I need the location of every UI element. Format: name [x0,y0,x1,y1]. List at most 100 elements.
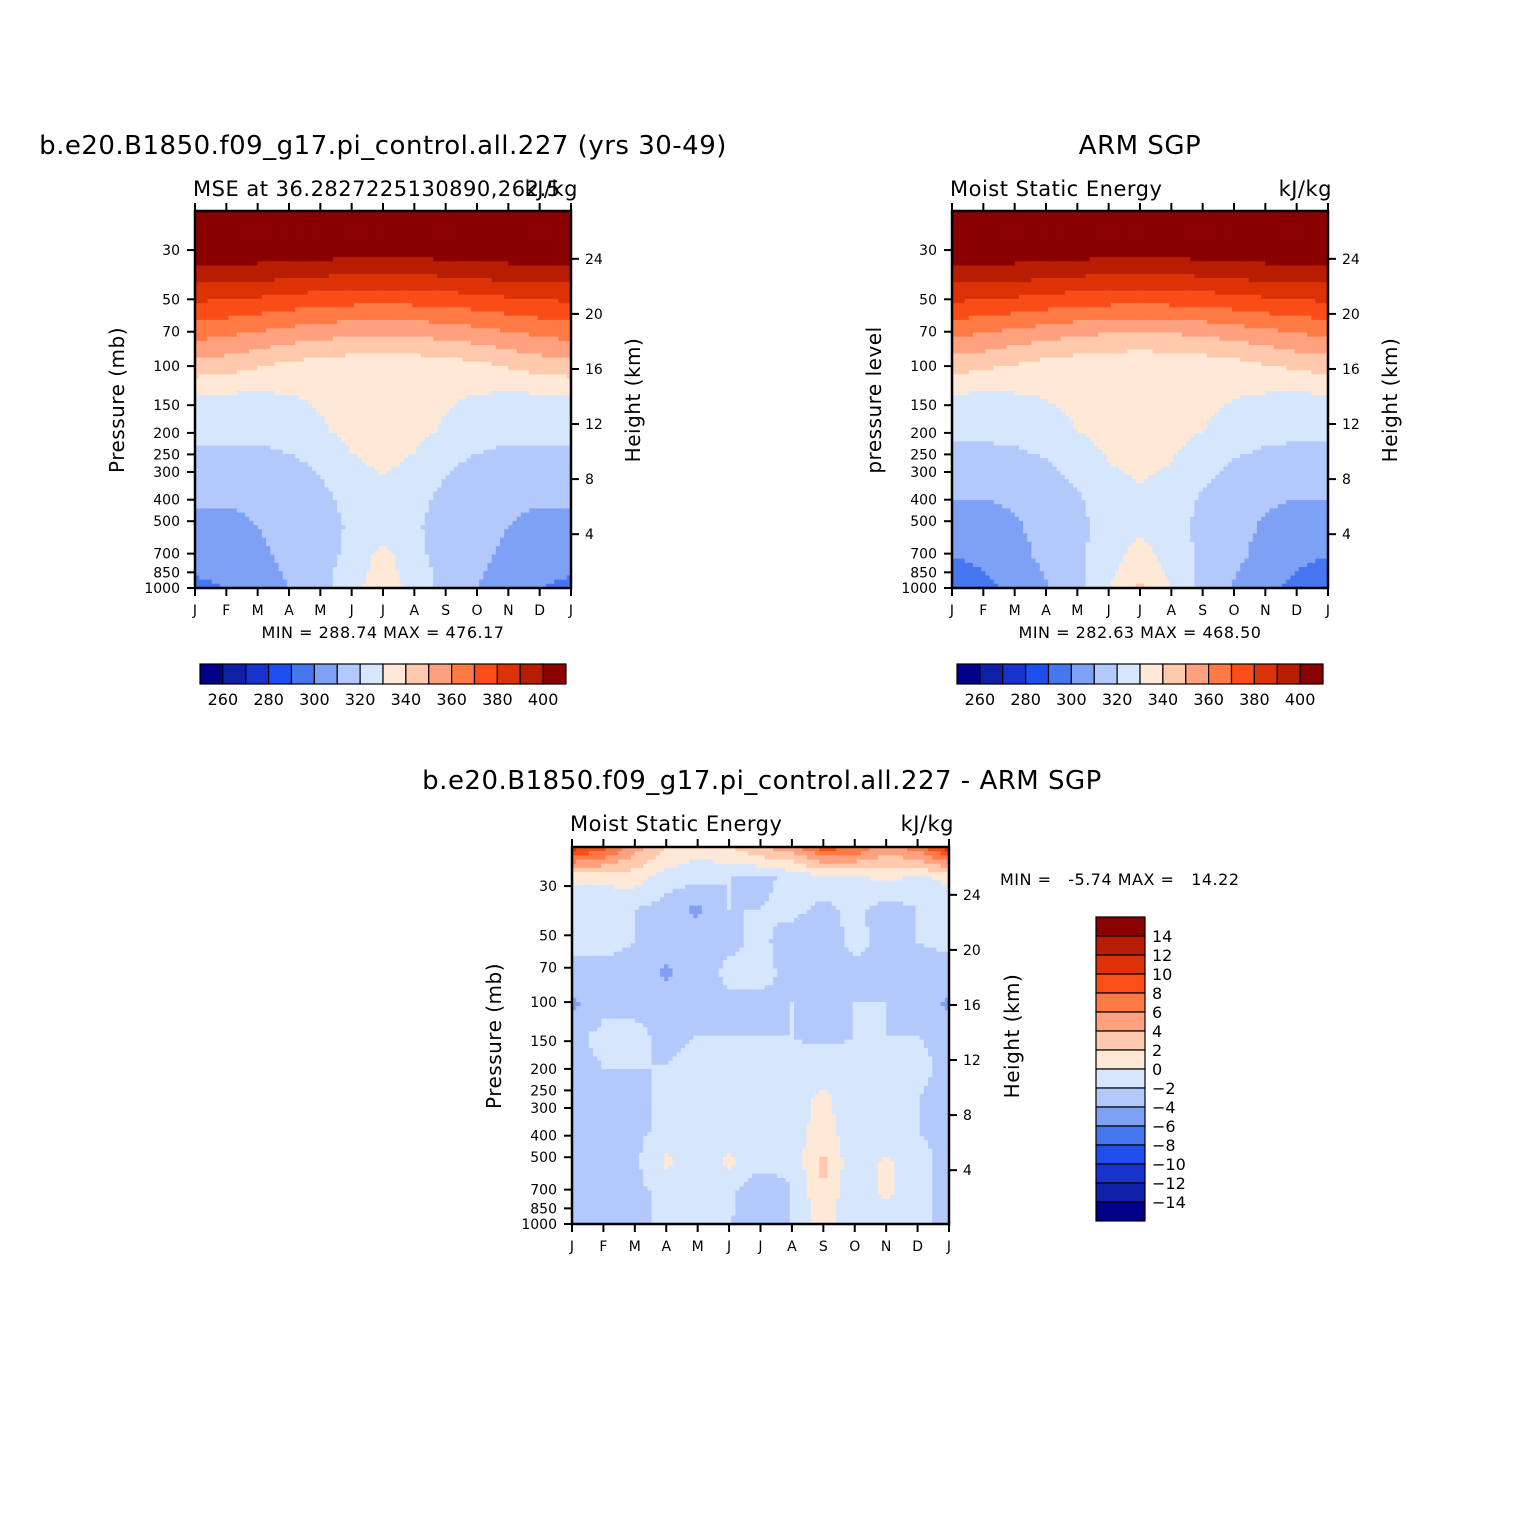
contour-cell [357,416,363,422]
contour-cell [408,252,413,258]
contour-cell [236,433,242,438]
contour-cell [232,324,238,329]
contour-cell [228,227,234,233]
contour-cell [424,227,430,233]
contour-cell [236,324,242,329]
contour-cell [341,349,346,355]
contour-cell [416,231,422,237]
contour-cell [220,340,225,346]
contour-cell [337,332,342,338]
contour-cell [236,340,242,346]
contour-cell [232,273,238,279]
contour-cell [195,403,200,409]
contour-cell [211,353,217,359]
contour-cell [291,378,296,384]
contour-cell [245,340,250,346]
contour-cell [466,240,472,246]
contour-cell [349,433,355,438]
contour-cell [270,215,275,220]
contour-cell [428,437,434,442]
contour-cell [483,311,489,317]
contour-cell [441,265,447,271]
contour-cell [399,307,405,313]
contour-cell [278,345,284,350]
contour-cell [357,252,363,258]
contour-cell [545,361,551,367]
contour-cell [257,231,263,237]
contour-cell [383,252,388,258]
contour-cell [362,315,367,321]
contour-cell [516,227,522,233]
contour-cell [378,403,384,409]
contour-cell [282,303,288,308]
contour-cell [328,370,334,375]
contour-cell [462,319,468,325]
contour-cell [499,340,505,346]
contour-cell [286,315,292,321]
contour-cell [291,240,296,246]
contour-cell [316,273,321,279]
contour-cell [224,370,230,375]
contour-cell [286,248,292,254]
contour-cell [203,441,209,447]
contour-cell [483,391,489,396]
contour-cell [387,382,392,388]
contour-cell [550,269,555,275]
contour-cell [437,328,443,334]
contour-cell [282,269,288,275]
contour-cell [362,382,367,388]
contour-cell [307,391,313,396]
contour-cell [282,391,288,396]
contour-cell [299,261,305,267]
contour-cell [449,361,455,367]
contour-cell [311,219,317,225]
contour-cell [345,311,351,317]
contour-cell [357,324,363,329]
contour-cell [424,428,430,434]
contour-cell [520,365,526,371]
contour-cell [529,257,534,262]
contour-cell [245,441,250,447]
contour-cell [203,424,209,430]
contour-cell [520,269,526,275]
contour-cell [207,307,213,313]
contour-cell [554,395,560,401]
contour-cell [320,336,326,342]
contour-cell [320,307,326,313]
contour-cell [433,407,438,413]
contour-cell [487,340,493,346]
contour-cell [324,395,330,401]
contour-cell [311,416,317,422]
contour-cell [311,278,317,283]
contour-cell [550,215,555,220]
contour-cell [303,257,309,262]
contour-cell [266,248,271,254]
contour-cell [454,298,459,304]
contour-cell [441,412,447,417]
contour-cell [303,420,309,426]
contour-cell [449,386,455,392]
contour-cell [529,261,534,267]
contour-cell [324,231,330,237]
contour-cell [357,273,363,279]
contour-cell [499,319,505,325]
contour-cell [295,391,301,396]
contour-cell [512,382,518,388]
contour-cell [353,420,359,426]
contour-cell [236,395,242,401]
contour-cell [307,349,313,355]
contour-cell [424,211,430,216]
contour-cell [324,261,330,267]
contour-cell [257,357,263,363]
contour-cell [391,261,397,267]
contour-cell [245,332,250,338]
contour-cell [437,395,443,401]
contour-cell [286,265,292,271]
contour-cell [424,382,430,388]
contour-cell [332,428,338,434]
contour-cell [428,399,434,405]
contour-cell [374,252,380,258]
contour-cell [412,382,418,388]
contour-cell [483,370,489,375]
contour-cell [378,252,384,258]
